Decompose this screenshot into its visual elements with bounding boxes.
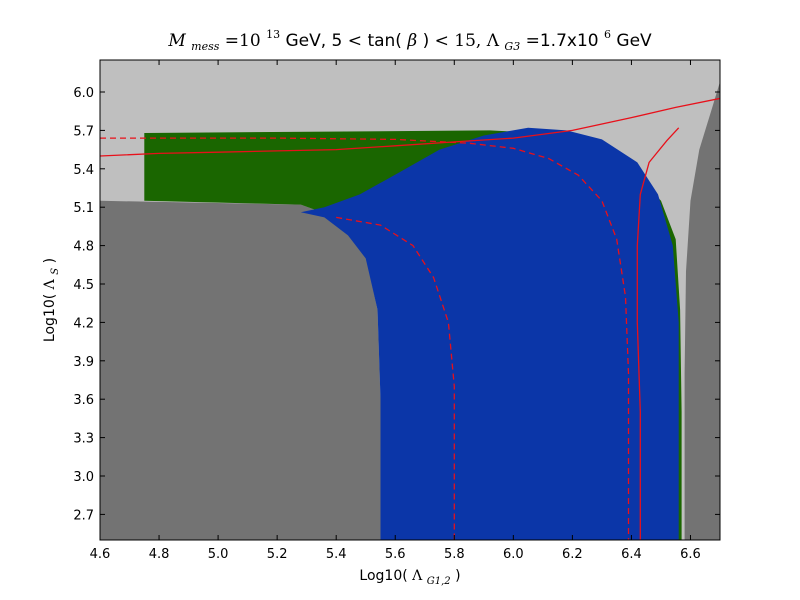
y-tick-label: 2.7 xyxy=(73,508,94,523)
chart-title: M mess =10 13 GeV, 5 < tan( β ) < 15, Λ … xyxy=(167,23,652,55)
contour-solid-0 xyxy=(100,97,720,157)
y-tick-label: 4.5 xyxy=(73,278,94,293)
x-tick-label: 6.0 xyxy=(503,547,524,562)
x-tick-label: 5.4 xyxy=(326,547,347,562)
y-tick-label: 3.3 xyxy=(73,432,94,447)
x-tick-label: 6.2 xyxy=(562,547,583,562)
y-tick-label: 4.8 xyxy=(73,240,94,255)
contour-solid-1 xyxy=(636,127,680,540)
x-tick-label: 5.6 xyxy=(385,547,406,562)
y-tick-label: 3.6 xyxy=(73,393,94,408)
y-tick-label: 6.0 xyxy=(73,86,94,101)
x-tick-label: 6.6 xyxy=(680,547,701,562)
x-tick-label: 4.6 xyxy=(90,547,111,562)
region-blue-3 xyxy=(300,127,679,540)
x-axis: 4.6 4.8 5.0 5.2 5.4 5.6 5.8 6.0 6.2 6.4 6.6 xyxy=(90,60,701,562)
x-tick-label: 5.8 xyxy=(444,547,465,562)
contour-dashed-2 xyxy=(100,137,630,540)
y-tick-label: 5.1 xyxy=(73,201,94,216)
y-tick-label: 5.7 xyxy=(73,124,94,139)
x-tick-label: 5.0 xyxy=(208,547,229,562)
y-tick-label: 4.2 xyxy=(73,316,94,331)
y-tick-label: 3.0 xyxy=(73,470,94,485)
x-axis-label: Log10( Λ G1,2 ) xyxy=(359,568,460,588)
region-layer xyxy=(100,81,720,540)
x-tick-label: 5.2 xyxy=(267,547,288,562)
y-tick-label: 5.4 xyxy=(73,163,94,178)
region-excluded-0 xyxy=(100,200,381,540)
contour-dashed-3 xyxy=(336,216,455,540)
x-tick-label: 6.4 xyxy=(621,547,642,562)
y-axis: 2.7 3.0 3.3 3.6 3.9 4.2 4.5 4.8 5.1 5.4 5.7 6.0 xyxy=(73,86,720,523)
x-tick-label: 4.8 xyxy=(149,547,170,562)
y-tick-label: 3.9 xyxy=(73,355,94,370)
contour-layer xyxy=(100,97,720,540)
y-axis-label: Log10( Λ S ) xyxy=(42,258,62,342)
region-excluded-1 xyxy=(684,81,720,540)
plot-frame xyxy=(99,59,721,541)
